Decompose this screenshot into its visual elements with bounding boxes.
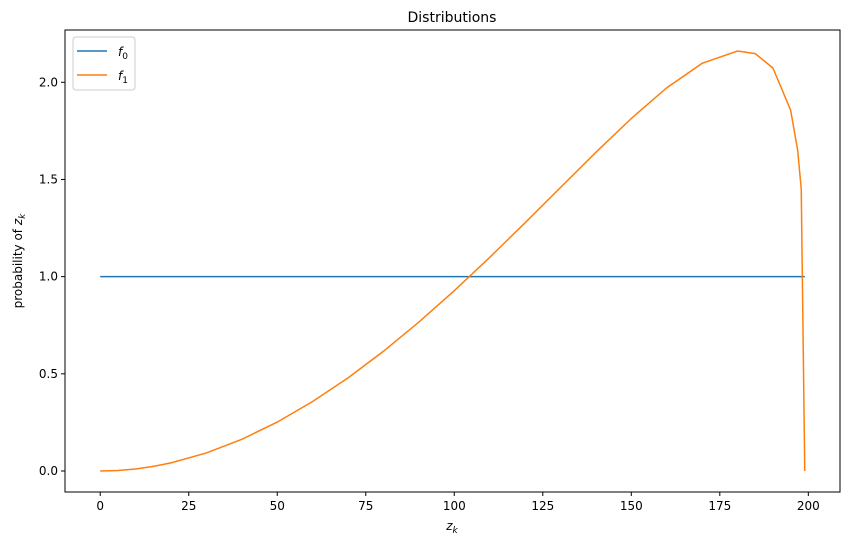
y-tick-label: 1.5 [39,172,58,186]
y-tick-label: 0.0 [39,464,58,478]
x-tick-label: 75 [358,499,373,513]
x-tick-label: 150 [620,499,643,513]
x-tick-label: 200 [797,499,820,513]
y-tick-label: 1.0 [39,270,58,284]
legend-label-f0: f0 [118,45,128,62]
y-tick-label: 2.0 [39,75,58,89]
x-tick-label: 175 [708,499,731,513]
x-tick-label: 125 [531,499,554,513]
x-tick-label: 50 [270,499,285,513]
x-axis-label: zk [445,519,458,536]
axes-frame [64,29,841,493]
x-tick-label: 25 [181,499,196,513]
x-tick-label: 0 [96,499,104,513]
series-line-1 [100,50,806,472]
legend: f0 f1 [72,36,136,91]
chart-title: Distributions [408,10,497,26]
y-tick-label: 0.5 [39,367,58,381]
y-axis-label: probability of zk [11,213,28,309]
legend-label-f1: f1 [118,69,128,86]
x-tick-label: 100 [443,499,466,513]
